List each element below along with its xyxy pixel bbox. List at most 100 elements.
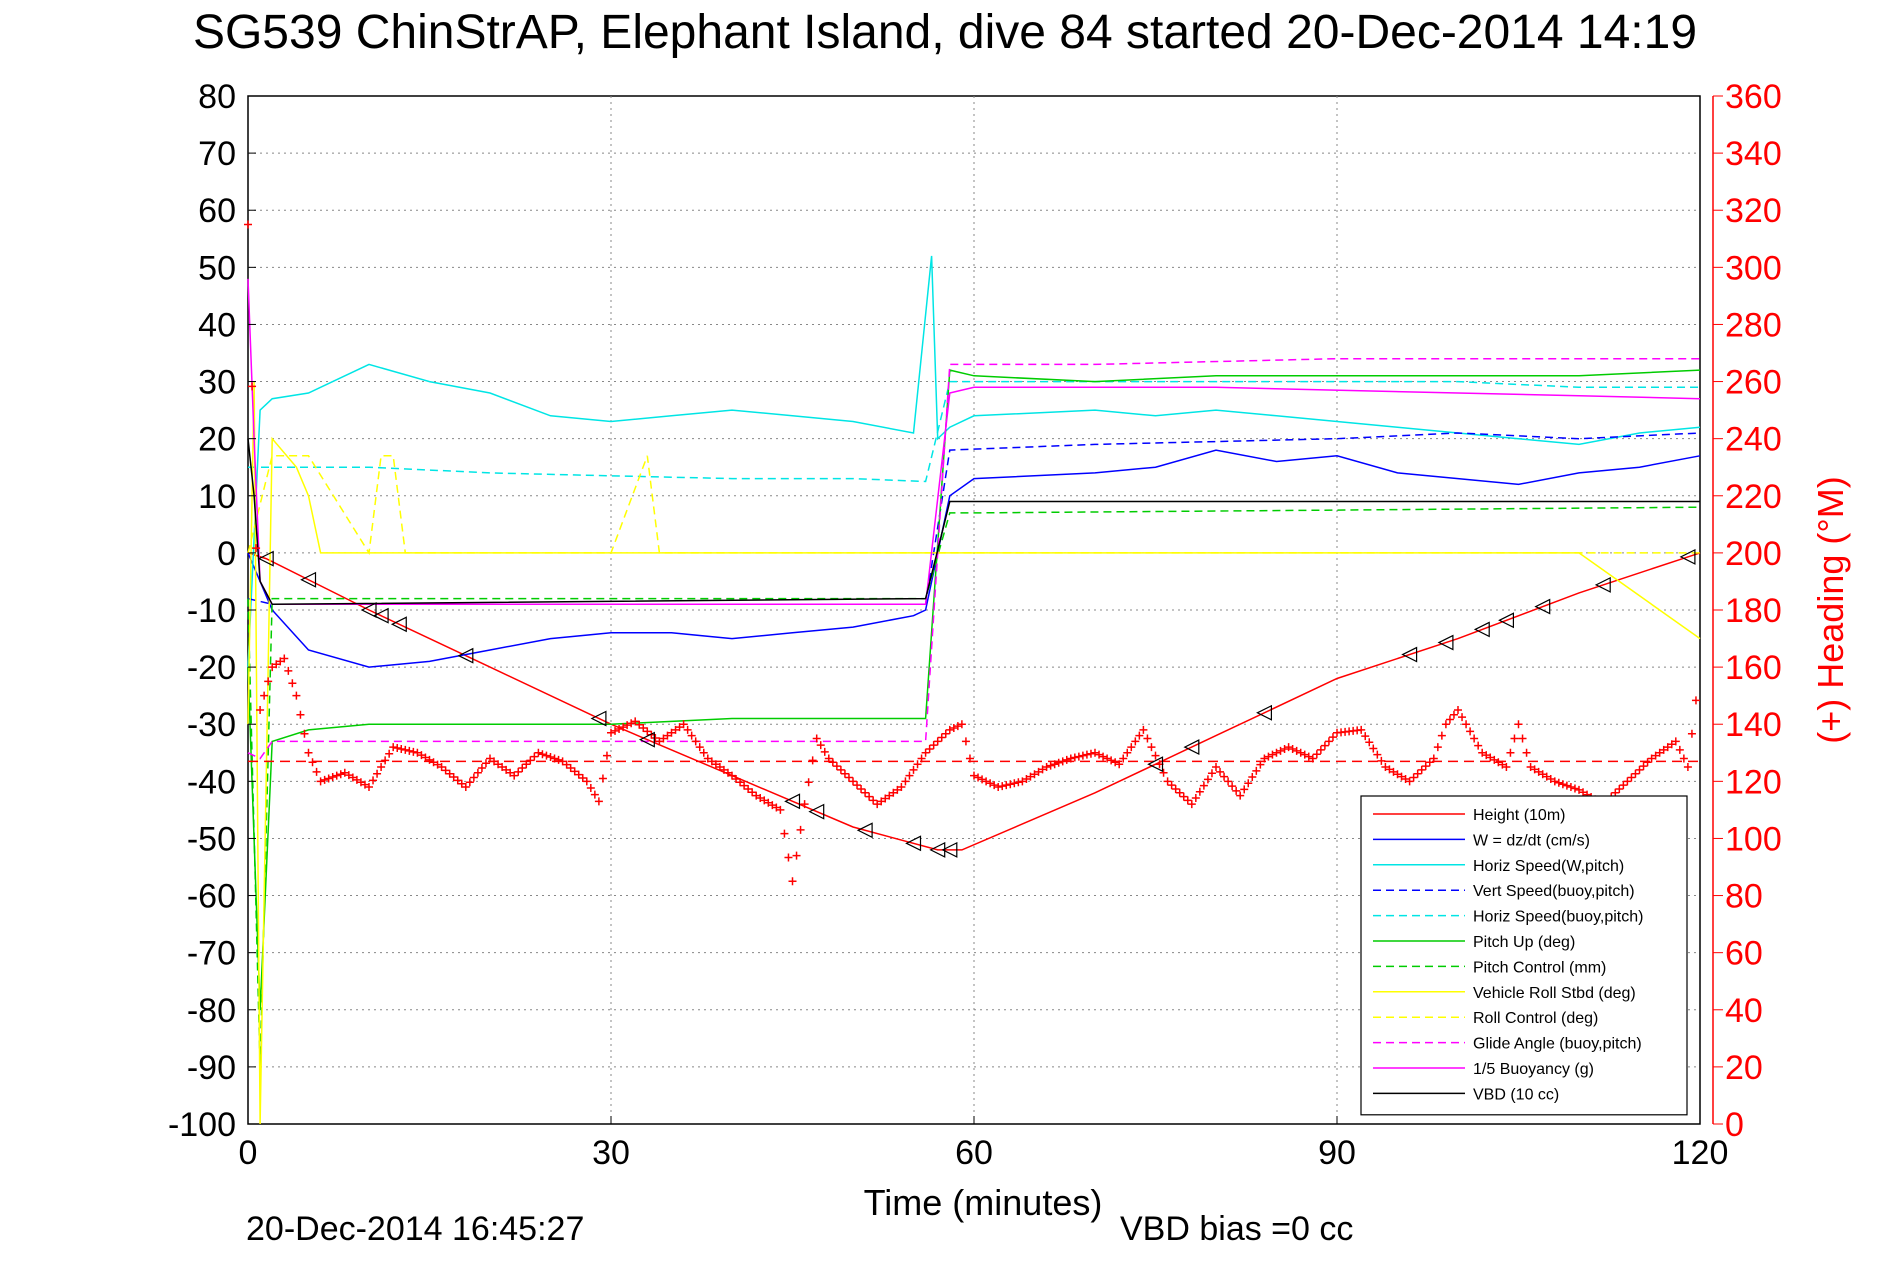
heading-point — [933, 737, 942, 746]
heading-point — [1675, 745, 1684, 754]
right-tick-label: 180 — [1725, 592, 1782, 630]
heading-point — [1050, 760, 1059, 769]
heading-point — [1526, 763, 1535, 772]
heading-point — [1046, 761, 1055, 770]
heading-point — [433, 760, 442, 769]
heading-point — [292, 691, 301, 700]
heading-point — [828, 758, 837, 767]
heading-point — [518, 764, 527, 773]
heading-point — [566, 764, 575, 773]
heading-point — [1546, 774, 1555, 783]
heading-point — [748, 788, 757, 797]
y-tick-label: -90 — [187, 1049, 236, 1087]
heading-point — [1171, 784, 1180, 793]
heading-point — [691, 737, 700, 746]
heading-point — [465, 778, 474, 787]
heading-point — [764, 798, 773, 807]
waypoint-marker — [390, 616, 407, 633]
waypoint-marker — [1498, 612, 1514, 629]
heading-point — [1179, 792, 1188, 801]
heading-point — [1627, 773, 1636, 782]
y-tick-label: -70 — [187, 935, 236, 973]
right-tick-label: 120 — [1725, 763, 1782, 801]
heading-point — [530, 752, 539, 761]
heading-point — [941, 729, 950, 738]
right-tick-label: 240 — [1725, 421, 1782, 459]
heading-point — [1429, 754, 1438, 763]
y-tick-label: 10 — [198, 478, 236, 516]
heading-point — [998, 782, 1007, 791]
legend-label-10: 1/5 Buoyancy (g) — [1473, 1061, 1594, 1078]
heading-point — [1534, 767, 1543, 776]
heading-point — [1542, 772, 1551, 781]
right-tick-label: 220 — [1725, 478, 1782, 516]
heading-point — [1212, 763, 1220, 772]
heading-point — [1474, 741, 1483, 750]
right-tick-label: 340 — [1725, 135, 1782, 173]
heading-point — [812, 734, 821, 743]
heading-point — [1131, 737, 1140, 746]
heading-point — [494, 760, 503, 769]
waypoint-marker — [1534, 598, 1551, 615]
heading-point — [477, 764, 486, 773]
heading-point — [1256, 760, 1265, 769]
heading-point — [800, 800, 809, 809]
heading-point — [1111, 758, 1120, 767]
right-tick-label: 300 — [1725, 249, 1782, 287]
heading-point — [276, 657, 285, 666]
y-tick-label: 70 — [198, 135, 236, 173]
heading-point — [1514, 720, 1523, 729]
heading-point — [804, 778, 813, 787]
heading-point — [1454, 705, 1462, 714]
heading-point — [594, 797, 603, 806]
heading-point — [308, 758, 317, 767]
heading-point — [937, 733, 946, 742]
heading-point — [1679, 754, 1688, 763]
heading-point — [336, 770, 345, 779]
heading-point — [389, 743, 398, 752]
y-tick-label: -20 — [187, 649, 236, 687]
heading-point — [699, 748, 708, 757]
heading-point — [445, 769, 454, 778]
heading-point — [1086, 749, 1095, 758]
right-tick-label: 260 — [1725, 364, 1782, 402]
heading-point — [1494, 758, 1503, 767]
heading-point — [449, 773, 458, 782]
heading-point — [1216, 767, 1225, 776]
heading-point — [1328, 733, 1337, 742]
heading-point — [1401, 774, 1410, 783]
heading-point — [752, 791, 761, 800]
heading-point — [1437, 731, 1446, 740]
legend-label-11: VBD (10 cc) — [1473, 1086, 1559, 1103]
series-line-8 — [247, 455, 1700, 556]
y-tick-label: 30 — [198, 364, 236, 402]
y-tick-label: 0 — [217, 535, 236, 573]
x-axis-label: Time (minutes) — [864, 1182, 1103, 1223]
heading-point — [1078, 751, 1087, 760]
heading-point — [949, 724, 958, 733]
heading-point — [570, 767, 579, 776]
heading-point — [1413, 769, 1422, 778]
heading-point — [469, 773, 478, 782]
y-tick-label: -40 — [187, 763, 236, 801]
heading-point — [994, 783, 1003, 792]
heading-point — [1655, 748, 1664, 757]
heading-point — [248, 382, 257, 391]
heading-point — [986, 779, 995, 788]
waypoint-marker — [300, 571, 317, 588]
heading-point — [1538, 770, 1547, 779]
heading-point — [1466, 727, 1475, 736]
heading-point — [921, 748, 930, 757]
heading-point — [268, 663, 277, 672]
waypoint-marker — [1473, 621, 1490, 638]
y-tick-label: 40 — [198, 306, 236, 344]
heading-point — [723, 768, 732, 777]
heading-point — [1470, 734, 1479, 743]
heading-point — [1478, 748, 1487, 757]
heading-point — [631, 717, 640, 726]
heading-point — [929, 741, 938, 750]
y-tick-label: -30 — [187, 706, 236, 744]
heading-point — [252, 544, 261, 553]
heading-point — [360, 780, 369, 789]
heading-point — [792, 851, 801, 860]
